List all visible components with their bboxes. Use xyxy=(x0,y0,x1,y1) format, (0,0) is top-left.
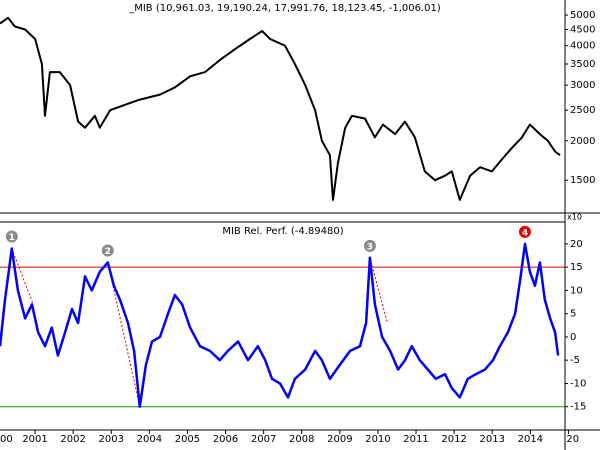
x-tick-label: 2012 xyxy=(441,434,466,445)
x-tick-label: 2009 xyxy=(327,434,352,445)
annotation-label: 2 xyxy=(105,247,111,257)
y-tick-label: 5000 xyxy=(570,10,595,21)
annotation-marker xyxy=(518,225,531,238)
y-tick-label: 4500 xyxy=(570,25,595,36)
x-tick-label: 2006 xyxy=(213,434,238,445)
price-line xyxy=(0,16,561,201)
y-tick-label: -10 xyxy=(570,378,586,389)
x-tick-label: 2008 xyxy=(289,434,314,445)
x-tick-label: 2002 xyxy=(60,434,85,445)
x-tick-label: 2010 xyxy=(365,434,390,445)
annotation-marker xyxy=(363,239,376,252)
y-tick-label: -15 xyxy=(570,402,586,413)
y-tick-label: -5 xyxy=(570,355,580,366)
x-tick-label: 2014 xyxy=(518,434,543,445)
x-tick-label: 2013 xyxy=(480,434,505,445)
trend-line xyxy=(11,248,34,305)
y-tick-label: 1500 xyxy=(570,175,595,186)
chart-title: MIB Rel. Perf. (-4.89480) xyxy=(222,226,343,237)
price-line xyxy=(0,242,560,408)
x-tick-label: 2004 xyxy=(137,434,162,445)
chart-title: _MIB (10,961.03, 19,190.24, 17,991.76, 1… xyxy=(128,3,441,14)
x-tick-label: 2001 xyxy=(22,434,47,445)
annotation-marker xyxy=(101,244,114,257)
annotation-marker xyxy=(5,230,18,243)
y-tick-label: 4000 xyxy=(570,41,595,52)
annotation-label: 4 xyxy=(522,228,528,238)
x-tick-label: 2011 xyxy=(403,434,428,445)
trend-line xyxy=(369,257,388,324)
y-tick-label: 10 xyxy=(570,285,583,296)
annotation-label: 1 xyxy=(9,233,15,243)
y-tick-label: 2000 xyxy=(570,136,595,147)
y-tick-label: 5 xyxy=(570,309,576,320)
x-tick-label: 2007 xyxy=(251,434,276,445)
y-tick-label: 2500 xyxy=(570,105,595,116)
axis-note: x10 xyxy=(567,213,582,222)
y-tick-label: 3500 xyxy=(570,59,595,70)
y-tick-label: 0 xyxy=(570,332,576,343)
x-tick-label: 00 xyxy=(0,434,13,445)
annotation-label: 3 xyxy=(367,242,373,252)
x-tick-label: 2005 xyxy=(175,434,200,445)
x-tick-label: 20 xyxy=(566,434,579,445)
x-tick-label: 2003 xyxy=(99,434,124,445)
y-tick-label: 3000 xyxy=(570,80,595,91)
y-tick-label: 20 xyxy=(570,239,583,250)
y-tick-label: 15 xyxy=(570,262,583,273)
